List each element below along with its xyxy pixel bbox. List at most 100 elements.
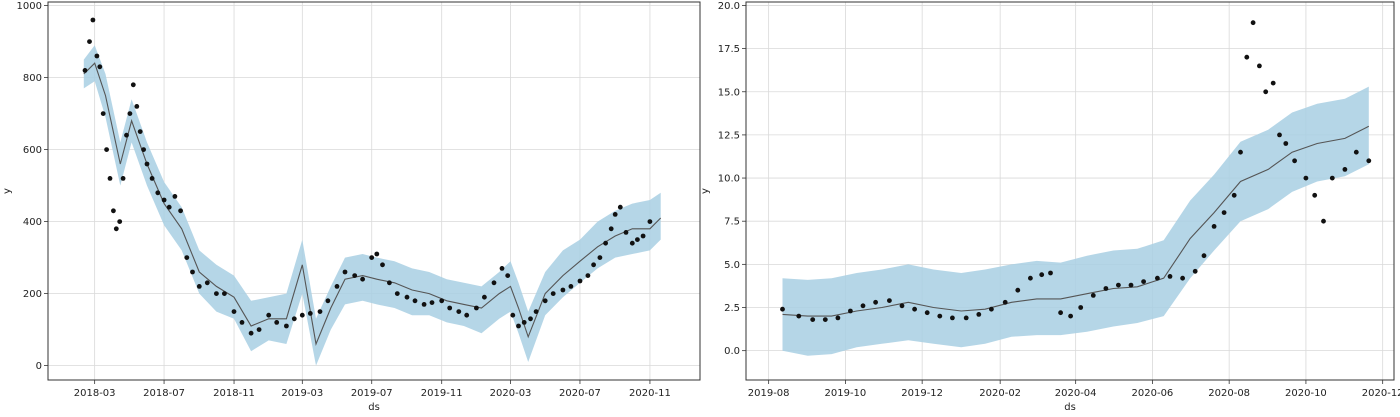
y-tick-label: 800: [23, 73, 42, 84]
observed-point: [550, 291, 556, 296]
x-tick-label: 2020-07: [559, 388, 601, 399]
observed-point: [474, 305, 479, 311]
observed-point: [608, 226, 614, 232]
observed-point: [1078, 305, 1084, 310]
observed-point: [612, 212, 618, 217]
observed-point: [464, 312, 470, 318]
observed-point: [516, 323, 521, 329]
x-tick-label: 2020-11: [629, 388, 671, 399]
observed-point: [178, 208, 184, 214]
observed-point: [647, 219, 653, 225]
observed-point: [835, 315, 841, 321]
observed-point: [591, 262, 596, 268]
observed-point: [325, 298, 331, 304]
y-tick-label: 400: [23, 217, 42, 228]
observed-point: [299, 312, 305, 318]
observed-point: [780, 306, 785, 312]
observed-point: [1221, 210, 1227, 216]
observed-point: [623, 230, 629, 235]
y-tick-label: 12.5: [718, 130, 740, 141]
observed-point: [82, 68, 88, 73]
observed-point: [873, 299, 878, 305]
y-tick-label: 200: [23, 289, 42, 300]
observed-point: [796, 313, 802, 319]
observed-point: [1103, 286, 1109, 291]
observed-point: [248, 330, 254, 336]
uncertainty-band: [782, 86, 1369, 356]
observed-point: [342, 269, 348, 275]
observed-point: [239, 320, 245, 325]
observed-point: [505, 273, 511, 278]
observed-point: [196, 284, 202, 289]
observed-point: [137, 129, 143, 135]
observed-point: [380, 262, 385, 268]
observed-points: [82, 17, 653, 336]
chart-right-forecast: 2019-08 2019-10 2019-12 2020-02 2020-04 2020-…: [700, 1, 1400, 413]
observed-point: [1270, 80, 1276, 86]
observed-point: [266, 312, 272, 318]
axes: 2018-03 2018-07 2018-11 2019-03 2019-07 2019-…: [17, 1, 701, 399]
observed-point: [231, 309, 237, 314]
x-tick-label: 2019-03: [281, 388, 323, 399]
x-tick-label: 2020-06: [1132, 388, 1174, 399]
observed-point: [284, 323, 289, 329]
observed-point: [184, 255, 190, 260]
observed-point: [352, 273, 358, 278]
y-tick-label: 1000: [17, 1, 42, 12]
observed-point: [334, 284, 340, 289]
x-tick-label: 2019-08: [748, 388, 790, 399]
observed-point: [1048, 270, 1053, 276]
x-axis-label: ds: [368, 402, 380, 413]
observed-point: [429, 300, 435, 305]
x-tick-label: 2018-11: [213, 388, 255, 399]
observed-point: [989, 306, 994, 312]
observed-point: [369, 255, 375, 260]
observed-point: [190, 269, 195, 275]
x-tick-label: 2019-10: [825, 388, 867, 399]
observed-point: [172, 194, 178, 199]
observed-point: [204, 280, 210, 286]
observed-point: [1277, 132, 1282, 138]
x-tick-label: 2020-04: [1055, 388, 1097, 399]
observed-point: [577, 278, 583, 284]
observed-point: [117, 219, 123, 225]
observed-point: [1263, 89, 1269, 95]
observed-point: [937, 313, 943, 319]
observed-point: [412, 298, 418, 304]
observed-point: [161, 197, 167, 203]
observed-point: [528, 316, 533, 322]
observed-point: [111, 208, 116, 214]
plot-frame: [47, 1, 701, 381]
y-tick-label: 600: [23, 145, 42, 156]
observed-point: [629, 240, 635, 246]
y-tick-label: 15.0: [718, 87, 740, 98]
y-tick-label: 2.5: [724, 303, 740, 314]
y-tick-label: 20.0: [718, 1, 740, 12]
observed-point: [1090, 293, 1096, 298]
observed-point: [439, 298, 445, 304]
observed-point: [1128, 282, 1134, 288]
observed-point: [456, 309, 462, 314]
observed-point: [1211, 224, 1217, 229]
observed-point: [560, 287, 566, 293]
observed-point: [113, 226, 119, 232]
observed-point: [924, 310, 930, 316]
observed-point: [617, 204, 623, 210]
observed-point: [222, 291, 227, 296]
observed-point: [144, 161, 150, 167]
y-tick-label: 0.0: [724, 346, 740, 357]
trend-line: [782, 125, 1370, 317]
y-tick-label: 10.0: [718, 174, 740, 185]
x-tick-label: 2019-12: [901, 388, 943, 399]
observed-point: [1141, 279, 1146, 284]
observed-point: [387, 280, 392, 286]
observed-point: [1231, 192, 1237, 198]
observed-point: [899, 303, 905, 309]
y-tick-label: 5.0: [724, 260, 740, 271]
observed-point: [1257, 63, 1262, 69]
observed-point: [149, 176, 155, 181]
observed-point: [1283, 141, 1289, 146]
observed-point: [421, 302, 427, 307]
x-tick-label: 2020-12: [1362, 388, 1400, 399]
